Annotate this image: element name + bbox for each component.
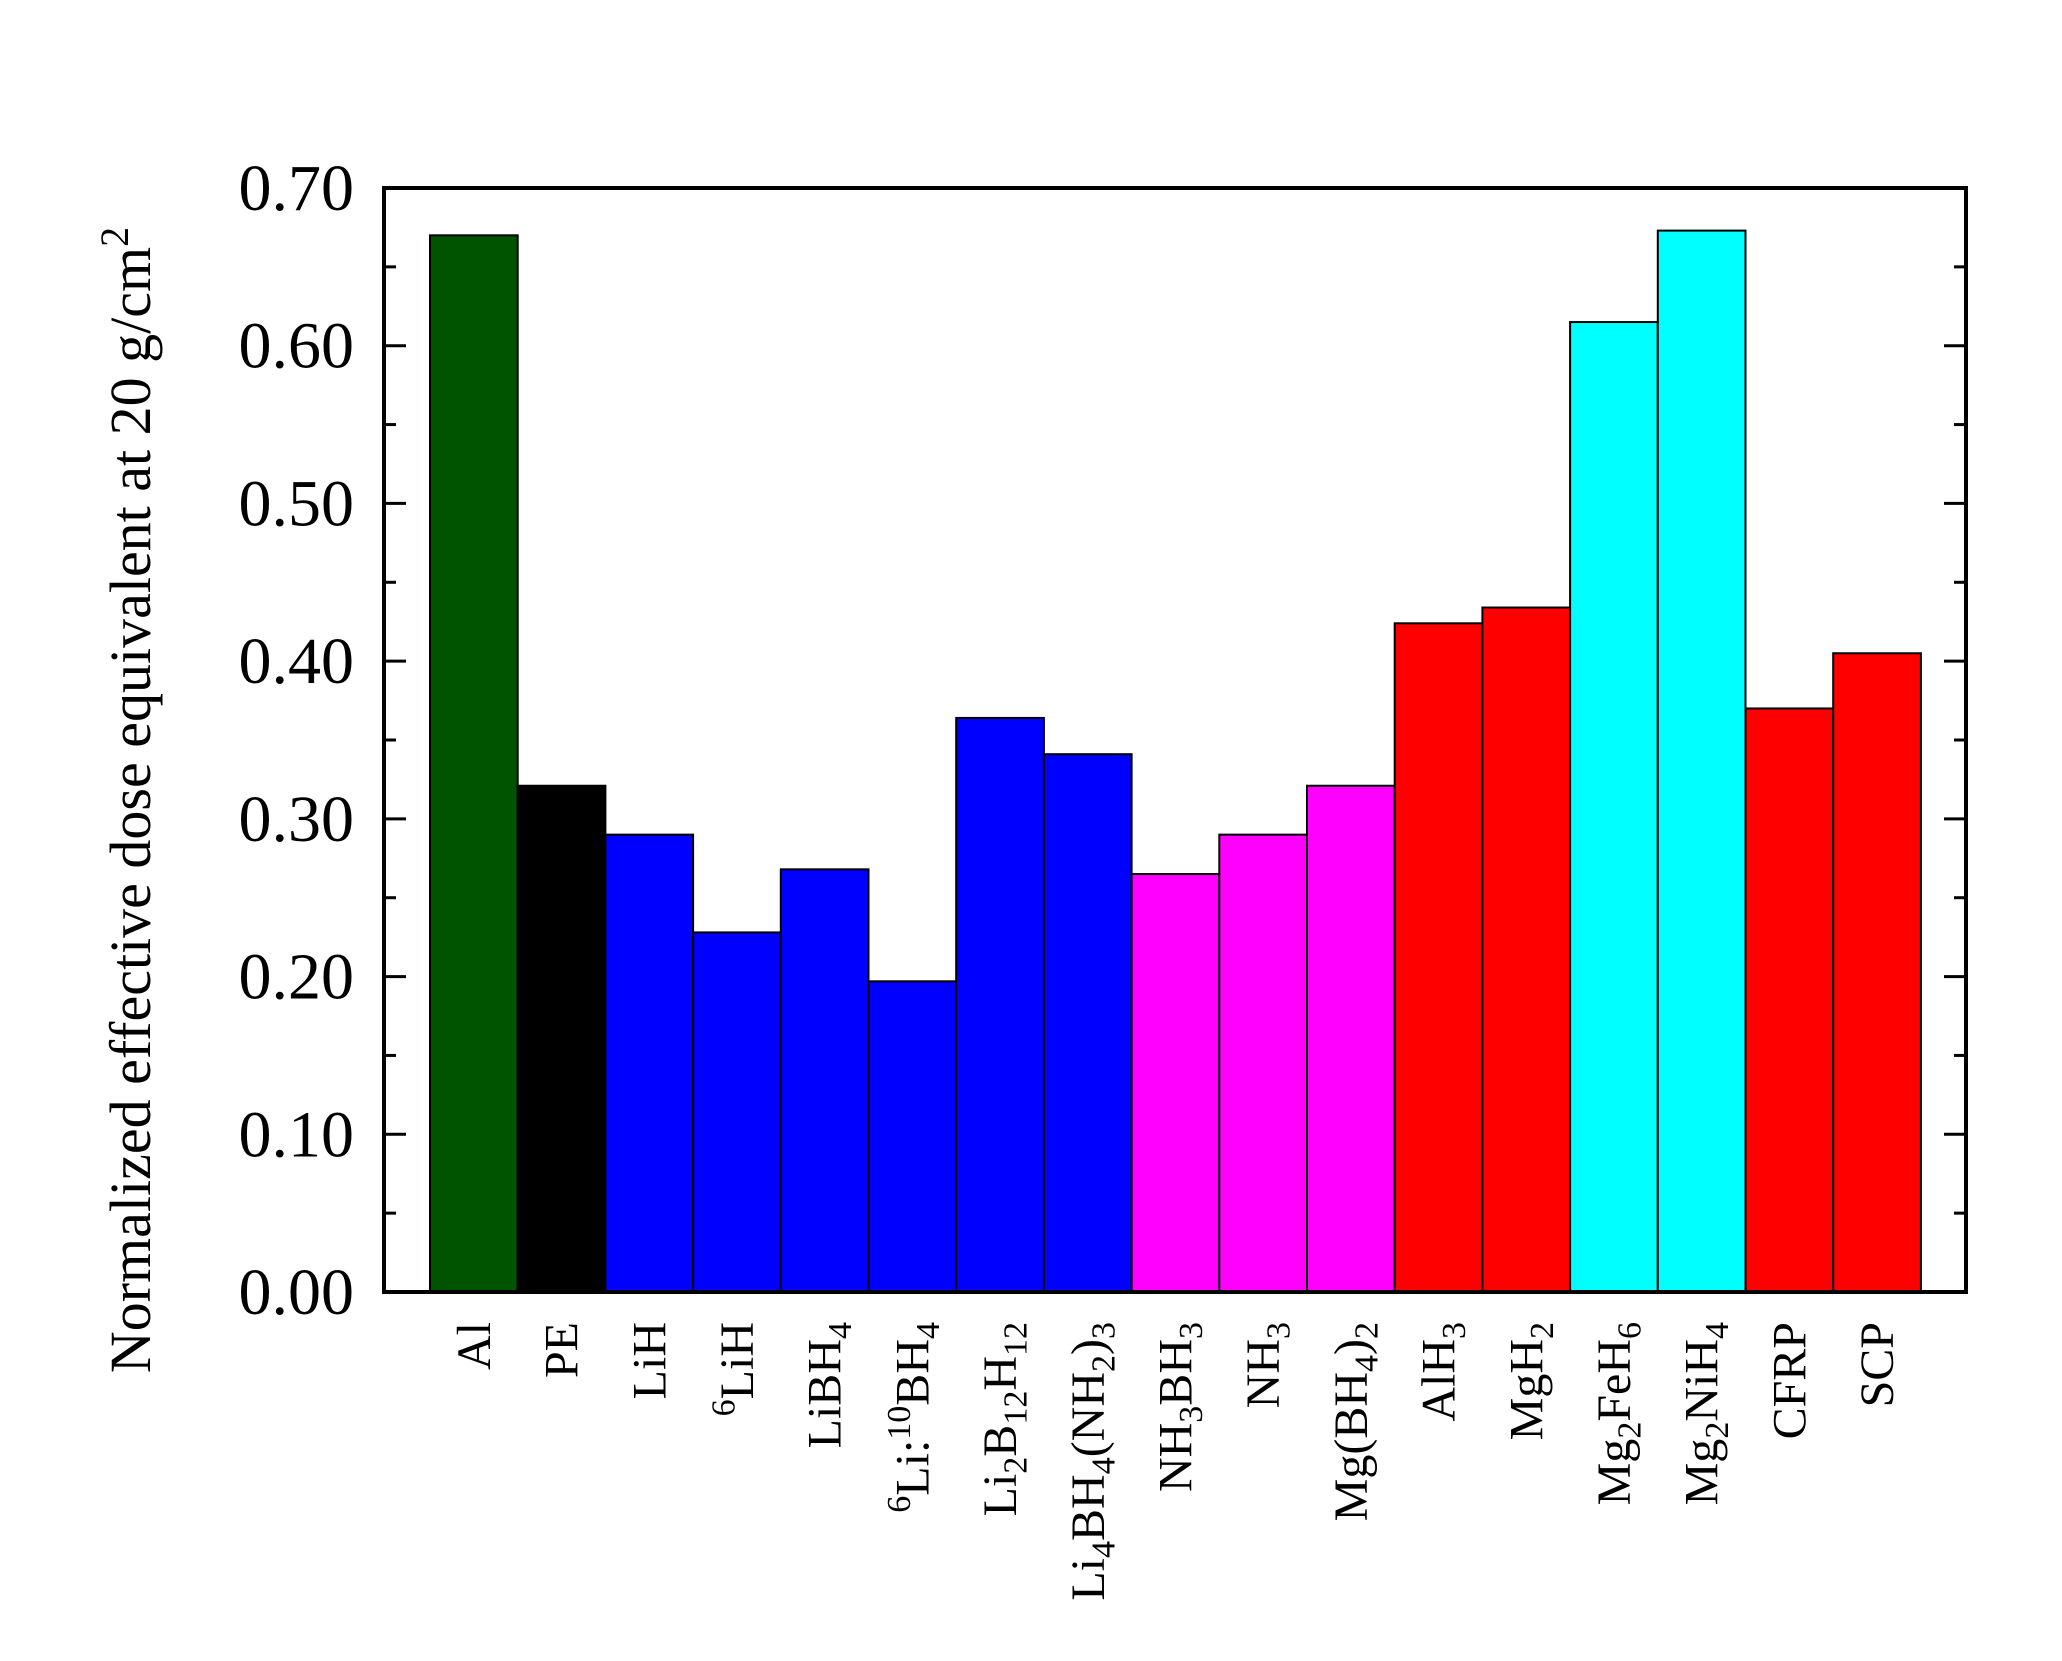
bar-11 — [1393, 622, 1484, 1293]
bar-1 — [516, 784, 607, 1293]
x-category-label: NH3BH3​ — [1149, 1322, 1210, 1492]
x-category-label: MgH2​ — [1500, 1322, 1561, 1440]
y-tick-label: 0.10 — [239, 1098, 355, 1171]
x-category-label: LiH — [623, 1322, 676, 1399]
x-category-label: CFRP — [1763, 1322, 1816, 1439]
x-category-label: PE — [536, 1322, 589, 1378]
bar-14 — [1656, 229, 1747, 1293]
x-category-label: Li4BH4(NH2)3​ — [1062, 1322, 1123, 1601]
x-category-label: 6Li:10BH4​ — [881, 1322, 947, 1513]
y-axis-ticks: 0.00 0.10 0.20 0.30 0.40 0.50 0.60 0.70 — [239, 152, 1966, 1329]
x-category-label: LiBH4​ — [799, 1322, 860, 1448]
bar-6 — [955, 716, 1045, 1293]
bar-5 — [867, 980, 958, 1293]
bar-10 — [1306, 784, 1396, 1293]
bars-group — [429, 229, 1922, 1294]
bar-2 — [604, 833, 695, 1294]
y-tick-label: 0.20 — [239, 941, 355, 1014]
x-category-label: Mg2NiH4​ — [1676, 1322, 1737, 1505]
x-category-label: SCP — [1851, 1322, 1904, 1407]
x-category-label: AlH3​ — [1413, 1322, 1474, 1422]
y-tick-label: 0.50 — [239, 467, 355, 540]
y-tick-label: 0.30 — [239, 783, 355, 856]
x-axis-labels: Al PE LiH 6LiH LiBH4​ 6Li:10BH4​ Li2B12H12​ Li4… — [448, 1322, 1904, 1601]
x-category-label: NH3​ — [1237, 1322, 1298, 1408]
bar-9 — [1218, 833, 1309, 1294]
y-tick-label: 0.70 — [239, 152, 355, 225]
y-tick-label: 0.40 — [239, 625, 355, 698]
bar-8 — [1130, 873, 1221, 1293]
x-category-label: Mg(BH4)2​ — [1325, 1322, 1386, 1521]
bar-16 — [1832, 652, 1922, 1293]
y-axis-label: Normalized effective dose equivalent at … — [92, 227, 163, 1373]
bar-15 — [1744, 707, 1835, 1293]
y-tick-label: 0.00 — [239, 1256, 355, 1329]
bar-0 — [429, 234, 519, 1293]
bar-4 — [779, 868, 870, 1294]
x-category-label: Al — [448, 1322, 501, 1370]
bar-13 — [1569, 321, 1659, 1293]
bar-7 — [1042, 753, 1133, 1293]
bar-12 — [1481, 606, 1572, 1293]
plot-frame — [382, 186, 1968, 1294]
x-category-label: 6LiH — [706, 1322, 764, 1416]
x-category-label: Li2B12H12​ — [974, 1322, 1035, 1516]
x-category-label: Mg2FeH6​ — [1588, 1322, 1649, 1505]
y-tick-label: 0.60 — [239, 310, 355, 383]
bar-3 — [692, 931, 782, 1293]
